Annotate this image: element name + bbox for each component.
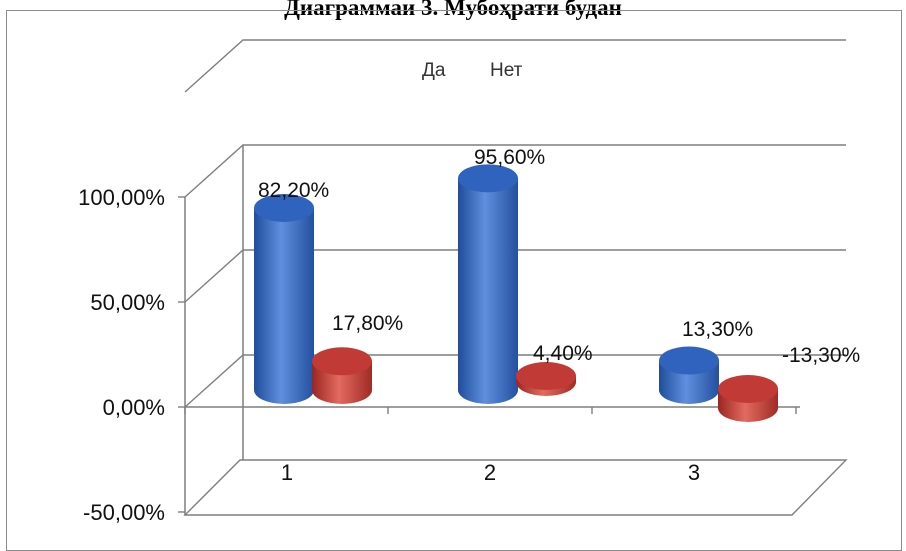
gridline [184,39,846,93]
data-labels: 82,20% 95,60% 13,30% 17,80% 4,40% -13,30% [258,146,860,367]
data-label: 13,30% [682,318,753,341]
zero-plane-edge [184,354,846,408]
y-tick-label: 0,00% [103,395,165,420]
data-label: 82,20% [258,179,329,202]
bar-top [718,375,778,403]
bar-Да-3 [659,346,719,404]
y-tick-label: -50,00% [83,500,165,525]
bar-Нет-3 [718,375,778,422]
data-label: 17,80% [332,312,403,335]
bar-Да-2 [458,164,518,404]
x-tick-label: 1 [281,460,293,485]
bar-top [458,164,518,193]
category-plane [183,459,848,516]
bars [254,164,778,422]
bar-body [254,208,314,404]
bar-Нет-1 [312,347,372,404]
x-tick-label: 3 [688,460,700,485]
gridline [184,144,846,198]
y-tick-label: 50,00% [90,290,165,315]
data-label: 95,60% [474,146,545,169]
gridline [184,249,846,303]
bar-top [254,194,314,222]
bar-Да-1 [254,194,314,404]
chart-walls [184,145,244,515]
x-tick-label: 2 [484,460,496,485]
gridlines [184,39,846,303]
y-axis: -50,00% 0,00% 50,00% 100,00% [78,185,185,525]
bar-body [458,178,518,404]
y-tick-label: 100,00% [78,185,165,210]
bar-Нет-2 [516,362,576,396]
data-label: 4,40% [533,342,593,365]
category-floor: 1 2 3 [183,354,848,516]
legend-item-da: Да [422,60,446,81]
bar-top [516,362,576,390]
bar-top [312,347,372,376]
data-label: -13,30% [782,344,860,367]
bar-top [659,346,719,375]
legend-item-net: Нет [490,60,523,81]
